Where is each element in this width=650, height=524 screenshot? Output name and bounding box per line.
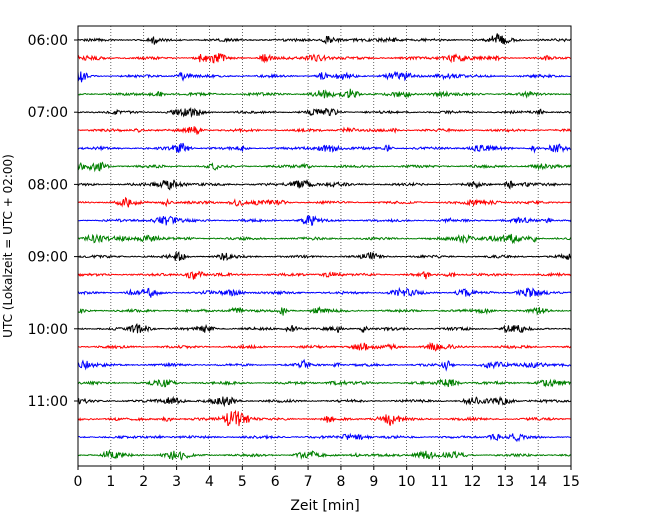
y-tick-label: 06:00 <box>28 33 68 49</box>
x-tick-label: 5 <box>238 474 247 490</box>
x-tick-label: 13 <box>496 474 514 490</box>
seismogram-trace <box>77 322 572 334</box>
seismogram-trace <box>77 270 572 280</box>
x-tick-label: 15 <box>562 474 580 490</box>
x-axis-label: Zeit [min] <box>290 498 359 514</box>
seismogram-trace <box>77 142 571 154</box>
seismogram-trace <box>77 126 572 135</box>
seismogram-trace <box>77 305 572 316</box>
seismogram-trace <box>77 378 572 388</box>
seismogram-trace <box>77 53 571 64</box>
seismogram-trace <box>77 358 572 372</box>
seismogram-trace <box>77 161 572 173</box>
seismogram-trace <box>77 286 572 298</box>
seismogram-trace <box>77 179 572 191</box>
seismogram-trace <box>77 106 571 118</box>
seismogram-trace <box>77 71 571 83</box>
x-tick-label: 1 <box>106 474 115 490</box>
seismogram-trace <box>77 432 571 443</box>
x-tick-label: 11 <box>431 474 449 490</box>
y-tick-label: 09:00 <box>28 250 68 266</box>
y-tick-label: 11:00 <box>28 394 68 410</box>
seismogram-trace <box>77 341 572 352</box>
x-tick-label: 0 <box>74 474 83 490</box>
x-tick-label: 12 <box>463 474 481 490</box>
grid-layer <box>110 26 539 466</box>
y-axis-ticks: 06:00 07:00 08:00 09:00 10:00 11:00 <box>28 33 78 410</box>
seismogram-trace <box>77 33 572 45</box>
seismogram-trace <box>77 395 572 408</box>
x-tick-label: 10 <box>398 474 416 490</box>
y-tick-label: 07:00 <box>28 105 68 121</box>
seismogram-trace <box>77 196 572 208</box>
x-tick-label: 4 <box>205 474 214 490</box>
x-tick-label: 3 <box>172 474 181 490</box>
seismogram-trace <box>77 88 571 99</box>
x-tick-label: 8 <box>336 474 345 490</box>
seismogram-trace <box>77 409 572 427</box>
seismogram-trace <box>77 214 572 226</box>
y-axis-label: UTC (Lokalzeit = UTC + 02:00) <box>1 154 15 338</box>
seismogram-trace <box>77 251 572 261</box>
x-tick-label: 9 <box>369 474 378 490</box>
x-tick-label: 6 <box>271 474 280 490</box>
seismogram-trace <box>77 449 572 461</box>
x-tick-label: 14 <box>529 474 547 490</box>
x-axis-ticks: 0 1 2 3 4 5 6 7 8 9 10 11 12 13 14 15 <box>74 466 580 490</box>
trace-layer <box>77 33 572 461</box>
y-tick-label: 10:00 <box>28 322 68 338</box>
plot-frame <box>77 25 572 467</box>
seismogram-trace <box>77 233 572 245</box>
x-tick-label: 7 <box>304 474 313 490</box>
y-tick-label: 08:00 <box>28 177 68 193</box>
x-tick-label: 2 <box>139 474 148 490</box>
